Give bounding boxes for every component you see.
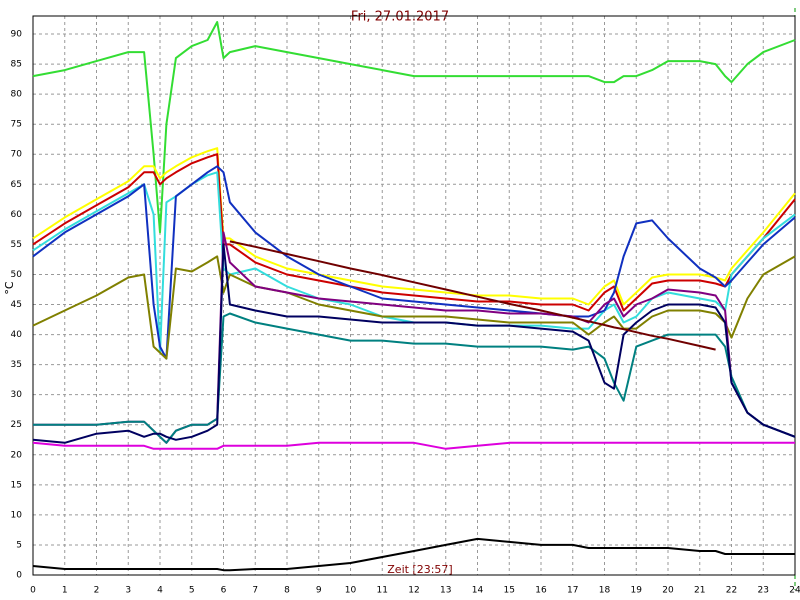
x-tick-label: 17 xyxy=(567,586,578,596)
series-line xyxy=(32,441,795,450)
x-tick-label: 1 xyxy=(62,586,68,596)
x-tick-label: 23 xyxy=(758,586,769,596)
y-tick-label: 65 xyxy=(11,180,22,190)
y-tick-label: 60 xyxy=(11,210,23,220)
y-tick-label: 25 xyxy=(11,420,22,430)
x-tick-label: 9 xyxy=(316,586,322,596)
series-line xyxy=(33,312,796,444)
x-tick-label: 20 xyxy=(662,586,674,596)
x-tick-label: 15 xyxy=(504,586,515,596)
x-tick-label: 11 xyxy=(377,586,388,596)
y-tick-label: 90 xyxy=(11,30,23,40)
x-tick-label: 10 xyxy=(345,586,357,596)
y-tick-label: 85 xyxy=(11,60,22,70)
y-tick-label: 40 xyxy=(11,330,23,340)
y-tick-label: 35 xyxy=(11,360,22,370)
x-tick-label: 14 xyxy=(472,586,484,596)
x-tick-label: 16 xyxy=(535,586,547,596)
series-line xyxy=(32,21,796,234)
y-tick-label: 45 xyxy=(11,300,22,310)
series-line xyxy=(229,240,716,351)
x-tick-label: 24 xyxy=(789,586,800,596)
x-tick-label: 13 xyxy=(440,586,451,596)
y-tick-label: 70 xyxy=(11,150,23,160)
chart-title: Fri, 27.01.2017 xyxy=(351,10,449,25)
x-tick-label: 22 xyxy=(726,586,737,596)
series-line xyxy=(32,165,796,360)
x-tick-label: 12 xyxy=(408,586,419,596)
plot-frame xyxy=(32,15,796,576)
y-axis-label: °C xyxy=(3,281,16,295)
x-axis-label: Zeit [23:57] xyxy=(387,563,452,576)
x-tick-label: 21 xyxy=(694,586,705,596)
y-tick-label: 20 xyxy=(11,450,23,460)
series-line xyxy=(32,537,795,572)
x-tick-label: 6 xyxy=(221,586,227,596)
y-tick-label: 10 xyxy=(11,510,23,520)
x-tick-label: 0 xyxy=(30,586,36,596)
series-line xyxy=(32,147,796,306)
series-line xyxy=(32,255,796,360)
y-tick-label: 5 xyxy=(16,540,22,550)
x-tick-label: 19 xyxy=(631,586,643,596)
y-tick-label: 30 xyxy=(11,390,23,400)
x-tick-label: 5 xyxy=(189,586,195,596)
x-tick-label: 7 xyxy=(252,586,258,596)
series-line xyxy=(32,243,796,444)
x-tick-label: 3 xyxy=(125,586,131,596)
x-tick-label: 4 xyxy=(157,586,163,596)
y-tick-label: 50 xyxy=(11,270,23,280)
y-tick-label: 80 xyxy=(11,90,23,100)
series-line xyxy=(32,153,796,312)
y-tick-label: 75 xyxy=(11,120,22,130)
x-tick-label: 18 xyxy=(599,586,611,596)
y-tick-label: 0 xyxy=(16,571,22,581)
y-tick-label: 15 xyxy=(11,480,22,490)
x-tick-label: 2 xyxy=(94,586,100,596)
x-tick-label: 8 xyxy=(284,586,290,596)
y-tick-label: 55 xyxy=(11,240,22,250)
